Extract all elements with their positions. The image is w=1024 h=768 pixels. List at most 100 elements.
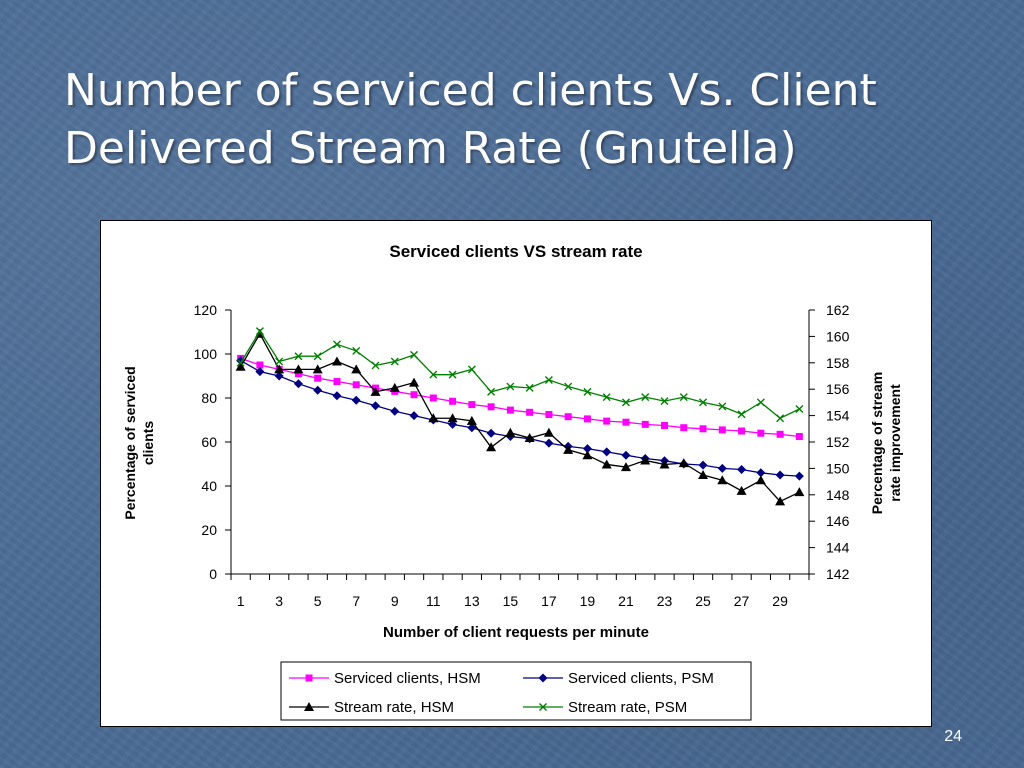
slide-title: Number of serviced clients Vs. Client De… [64,62,964,178]
data-point-triangle [466,415,477,425]
data-point-x [583,387,592,396]
data-point-square [661,422,668,429]
data-point-diamond [351,395,361,405]
data-point-x [660,397,669,406]
data-point-x-stroke [313,352,322,361]
data-point-x [467,365,476,374]
data-point-triangle [698,470,709,479]
data-point-x [236,358,245,367]
legend-item: Serviced clients, PSM [523,670,714,687]
data-point-x [737,410,746,419]
data-point-square [294,370,302,378]
data-point-triangle [543,427,554,437]
right-axis-label-line-2: rate improvement [887,384,903,502]
data-point-square [738,427,746,435]
right-tick-label: 150 [826,460,850,476]
data-point-triangle [312,364,323,374]
x-axis-ticks: 1 3 5 7 9 11 13 15 17 19 21 23 25 27 29 [230,574,810,609]
x-tick-label: 15 [503,593,519,609]
legend-item: Serviced clients, HSM [289,670,481,687]
data-point-square [526,408,534,416]
data-point-square [305,674,313,682]
data-point-triangle [274,364,285,374]
data-point-triangle [794,487,805,497]
data-point-triangle [486,442,497,452]
x-tick-label: 27 [734,593,750,609]
data-point-triangle [563,444,574,454]
data-point-square [314,374,322,382]
data-point-x [313,352,322,361]
data-point-x [506,382,515,391]
data-point-x [390,357,399,366]
data-point-diamond [371,401,380,411]
data-point-square [718,426,726,434]
data-point-x-stroke [410,350,419,359]
data-point-x [776,414,785,423]
x-axis-label: Number of client requests per minute [383,624,649,641]
slide-title-line-1: Number of serviced clients Vs. Client [64,65,877,116]
data-point-x-stroke [255,327,264,336]
series-serviced-clients-psm [236,356,804,481]
plot-area: 0 20 40 60 80 100 120 142 144 146 148 150 152 154 156… [194,302,850,609]
data-point-x-stroke [641,393,650,402]
chart: Serviced clients VS stream rate 0 20 40 60 8… [122,242,903,721]
data-point-x [332,340,341,349]
data-point-x-stroke [429,370,438,379]
data-point-x [795,405,804,413]
left-axis-label-line-2: clients [140,421,156,466]
data-point-x-stroke [544,375,553,384]
data-point-triangle [678,458,689,468]
data-point-triangle [717,475,728,485]
left-tick-label: 80 [201,390,217,406]
data-point-x-stroke [390,357,399,366]
right-tick-label: 156 [826,381,850,397]
data-point-x-stroke [776,414,785,423]
data-point-diamond [621,450,631,460]
data-point-triangle [775,496,786,506]
data-point-triangle [331,356,342,366]
data-point-square [757,429,765,437]
x-tick-label: 7 [352,593,360,609]
data-point-diamond [602,447,612,457]
data-point-square [429,394,437,402]
data-point-x [487,387,496,396]
x-tick-label: 1 [237,593,245,609]
left-tick-label: 0 [209,566,217,582]
data-point-x-stroke [564,382,573,391]
data-point-x-stroke [602,393,611,402]
data-point-x-stroke [621,398,630,407]
chart-title: Serviced clients VS stream rate [389,242,642,261]
data-point-diamond [544,438,554,448]
data-point-square [468,401,476,409]
data-point-x-stroke [294,352,303,361]
data-point-x [641,393,650,402]
data-point-square [776,430,784,438]
data-point-x-stroke [236,358,245,367]
data-point-x-stroke [718,402,727,411]
data-point-square [603,417,611,425]
left-tick-label: 60 [201,434,217,450]
data-point-triangle [620,462,631,472]
data-point-triangle [582,450,593,460]
data-point-square [545,411,553,418]
right-tick-label: 152 [826,434,850,450]
data-point-square [352,381,360,389]
right-tick-label: 142 [826,566,850,582]
data-point-x-stroke [352,346,361,355]
series-line [240,329,800,420]
data-point-x [539,703,547,711]
legend-item: Stream rate, HSM [289,699,454,716]
data-point-triangle [640,455,651,465]
data-point-x [602,393,611,402]
data-point-x [718,402,727,411]
data-point-x [448,370,457,379]
legend-label: Serviced clients, PSM [568,670,714,687]
series-stream-rate-hsm [235,328,805,506]
data-point-triangle [409,377,420,387]
series-serviced-clients-hsm [237,354,803,440]
data-point-x-stroke [795,405,804,413]
left-tick-label: 20 [201,522,217,538]
data-point-x-stroke [506,382,515,391]
legend-items: Serviced clients, HSM Serviced clients, P… [289,670,714,716]
data-point-x-stroke [539,703,547,711]
